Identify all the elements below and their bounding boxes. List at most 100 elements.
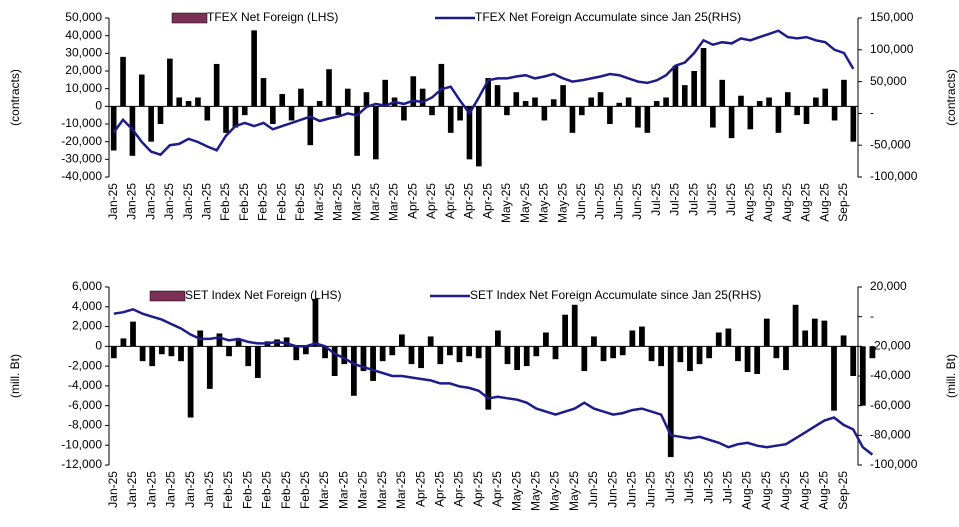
bar <box>158 346 165 355</box>
y2-tick-label: -40,000 <box>870 368 911 382</box>
x-tick-label: May-25 <box>528 471 542 511</box>
bar <box>803 106 810 124</box>
bar <box>578 106 585 116</box>
bar <box>591 336 597 347</box>
x-tick-label: Apr-25 <box>413 471 427 507</box>
bar <box>725 328 732 347</box>
y-tick-label: 40,000 <box>65 28 102 42</box>
y-tick-label: 4,000 <box>72 299 102 313</box>
bar <box>550 99 557 107</box>
bar <box>195 97 201 107</box>
bar <box>223 106 229 133</box>
bar <box>456 346 463 363</box>
bar <box>571 304 578 347</box>
bar <box>600 346 607 362</box>
x-tick-label: Mar-25 <box>375 471 389 509</box>
x-tick-label: Jun-25 <box>630 183 644 220</box>
bar <box>700 48 707 107</box>
y-tick-label: 0 <box>95 339 102 353</box>
y2-tick-label: -100,000 <box>870 169 918 183</box>
x-tick-label: Feb-25 <box>256 183 270 221</box>
bar <box>138 74 145 107</box>
bar <box>204 106 211 121</box>
x-tick-label: Mar-25 <box>387 183 401 221</box>
y-tick-label: -30,000 <box>61 152 102 166</box>
x-tick-label: Aug-25 <box>797 471 811 510</box>
x-tick-label: Aug-25 <box>799 183 813 222</box>
y-tick-label: -10,000 <box>61 116 102 130</box>
bar <box>475 346 482 359</box>
bar <box>610 346 617 359</box>
bar <box>476 106 482 167</box>
bar <box>110 346 117 359</box>
bar <box>494 85 501 107</box>
bar <box>773 346 780 359</box>
bar <box>619 346 626 356</box>
x-tick-label: Mar-25 <box>349 183 363 221</box>
bar <box>260 78 267 107</box>
bar <box>466 106 473 160</box>
bar <box>389 346 396 356</box>
bar <box>744 346 751 373</box>
x-tick-label: Jan-25 <box>125 183 139 220</box>
bar <box>802 330 809 347</box>
bar <box>168 346 175 357</box>
x-tick-label: Mar-25 <box>368 183 382 221</box>
bar <box>139 346 146 362</box>
bar <box>715 332 722 347</box>
y-tick-label: -8,000 <box>68 418 102 432</box>
bar <box>859 346 866 406</box>
bar <box>792 304 799 347</box>
bar <box>495 330 501 347</box>
y2-tick-label: -80,000 <box>870 428 911 442</box>
x-tick-label: Jan-25 <box>164 471 178 508</box>
bar <box>120 56 126 107</box>
x-tick-label: Aug-25 <box>780 183 794 222</box>
bar <box>588 97 594 107</box>
y2-tick-label: 100,000 <box>870 42 914 56</box>
bar <box>213 63 220 107</box>
x-tick-label: Apr-25 <box>452 471 466 507</box>
y2-tick-label: -20,000 <box>870 339 911 353</box>
bar <box>821 320 828 347</box>
y-tick-label: 10,000 <box>65 81 102 95</box>
x-tick-label: May-25 <box>555 183 569 223</box>
x-tick-label: May-25 <box>499 183 513 223</box>
x-tick-label: Jan-25 <box>106 183 120 220</box>
y-tick-label: -6,000 <box>68 398 102 412</box>
x-tick-label: Jan-25 <box>125 471 139 508</box>
bar <box>560 85 566 107</box>
bar <box>187 346 194 418</box>
x-tick-label: Aug-25 <box>817 183 831 222</box>
bar <box>176 97 183 107</box>
y2-tick-label: -60,000 <box>870 398 911 412</box>
bar <box>543 332 549 347</box>
bar <box>245 346 252 367</box>
bar <box>110 106 117 151</box>
bar <box>326 69 332 107</box>
bar <box>370 346 376 381</box>
bar <box>447 346 453 356</box>
bar <box>811 318 818 347</box>
bar <box>312 298 319 347</box>
x-tick-label: Feb-25 <box>274 183 288 221</box>
x-tick-label: Jan-25 <box>162 183 176 220</box>
legend-label: SET Index Net Foreign Accumulate since J… <box>470 288 761 302</box>
bar <box>504 346 511 365</box>
bar <box>514 346 520 371</box>
x-tick-label: Jul-25 <box>686 183 700 216</box>
bar <box>616 102 623 107</box>
x-tick-label: Jun-25 <box>593 183 607 220</box>
bar <box>466 346 472 357</box>
bar <box>254 346 261 378</box>
x-tick-label: Apr-25 <box>480 183 494 219</box>
bar <box>283 337 290 347</box>
bar <box>335 106 342 116</box>
y-axis-title: (mill. Bt) <box>8 354 22 398</box>
bar <box>363 92 370 107</box>
x-tick-label: Jan-25 <box>183 471 197 508</box>
y2-tick-label: - <box>870 309 874 323</box>
bar <box>766 97 772 107</box>
bar <box>120 338 127 347</box>
bar <box>341 346 348 365</box>
